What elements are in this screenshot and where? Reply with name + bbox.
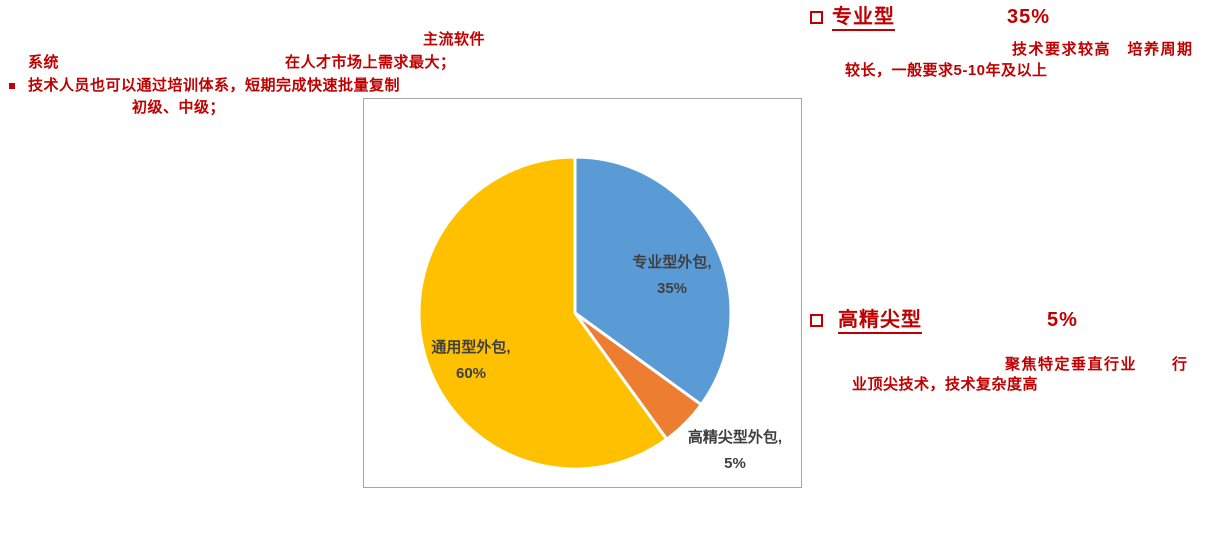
professional-desc-line2: 较长，一般要求5-10年及以上 (845, 62, 1048, 79)
professional-desc-line1: 技术要求较高 培养周期 (1012, 41, 1194, 58)
hollow-square-bullet-icon (810, 11, 823, 24)
square-bullet-icon (9, 83, 15, 89)
pie-label-high-end-value: 5% (724, 455, 746, 472)
note-system: 系统 (28, 54, 60, 71)
professional-heading: 专业型 (832, 5, 895, 31)
high-end-heading: 高精尖型 (838, 308, 922, 334)
pie-label-general-value: 60% (455, 365, 487, 382)
high-end-heading-text: 高精尖型 (838, 309, 922, 334)
pie-label-general: 通用型外包, 60% (431, 335, 510, 387)
professional-heading-text: 专业型 (832, 6, 895, 31)
high-end-desc-line2: 业顶尖技术，技术复杂度高 (852, 376, 1039, 393)
high-end-desc-line1b: 行 (1172, 356, 1188, 373)
pie-label-general-name: 通用型外包, (431, 339, 511, 356)
note-mainstream-software: 主流软件 (423, 31, 486, 48)
pie-slice-general-outsourcing (417, 155, 669, 471)
note-junior-mid-level: 初级、中级； (132, 99, 226, 116)
pie-label-professional-name: 专业型外包, (632, 254, 712, 271)
pie-label-professional-value: 35% (656, 280, 688, 297)
pie-chart (417, 155, 733, 471)
high-end-desc-line1a: 聚焦特定垂直行业 (1005, 356, 1138, 373)
chart-box: 专业型外包, 35% 通用型外包, 60% 高精尖型外包, 5% (363, 98, 802, 488)
hollow-square-bullet-icon (810, 314, 823, 327)
high-end-percent: 5% (1047, 309, 1078, 331)
pie-label-professional: 专业型外包, 35% (632, 250, 711, 302)
professional-percent: 35% (1007, 6, 1051, 28)
note-training-system: 技术人员也可以通过培训体系，短期完成快速批量复制 (28, 77, 401, 94)
pie-slice-professional-outsourcing (573, 155, 733, 407)
pie-label-high-end-name: 高精尖型外包, (687, 429, 783, 446)
note-market-demand: 在人才市场上需求最大； (285, 54, 456, 71)
pie-label-high-end: 高精尖型外包, 5% (688, 425, 782, 477)
